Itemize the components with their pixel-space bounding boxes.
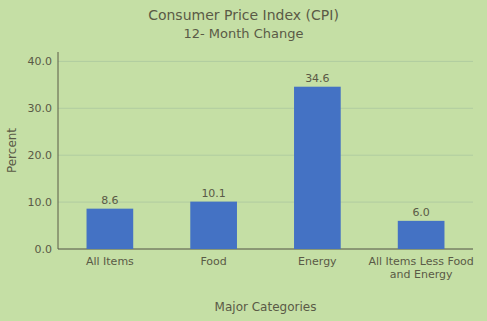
title: Consumer Price Index (CPI)	[148, 7, 339, 23]
y-tick-label: 40.0	[28, 55, 53, 68]
bars	[87, 87, 445, 249]
background	[0, 0, 487, 321]
data-label: 8.6	[101, 194, 119, 207]
grid-line	[58, 202, 473, 203]
data-label: 10.1	[201, 187, 226, 200]
x-tick-label-line: All Items	[86, 255, 134, 268]
x-tick-label-line: Food	[200, 255, 226, 268]
grid-line	[58, 108, 473, 109]
data-label: 34.6	[305, 72, 330, 85]
chart: Consumer Price Index (CPI) 12- Month Chan…	[0, 0, 487, 321]
x-axis-label: Major Categories	[215, 300, 317, 314]
x-tick-label-line: and Energy	[390, 268, 453, 281]
subtitle: 12- Month Change	[183, 26, 303, 41]
x-tick-label-line: Energy	[298, 255, 337, 268]
bar	[398, 221, 445, 249]
bar	[294, 87, 341, 249]
x-tick-label-line: All Items Less Food	[368, 255, 473, 268]
x-tick-label: Food	[200, 255, 226, 268]
bar	[190, 202, 237, 249]
y-tick-label: 0.0	[35, 243, 53, 256]
grid-line	[58, 155, 473, 156]
data-label: 6.0	[412, 206, 430, 219]
y-tick-label: 20.0	[28, 149, 53, 162]
x-tick-label: All Items Less Foodand Energy	[368, 255, 473, 281]
y-tick-label: 10.0	[28, 196, 53, 209]
x-tick-label: All Items	[86, 255, 134, 268]
y-tick-label: 30.0	[28, 102, 53, 115]
y-axis-line	[58, 52, 59, 249]
bar	[87, 209, 134, 249]
y-axis-label: Percent	[5, 128, 19, 173]
x-tick-label: Energy	[298, 255, 337, 268]
grid-line	[58, 61, 473, 62]
